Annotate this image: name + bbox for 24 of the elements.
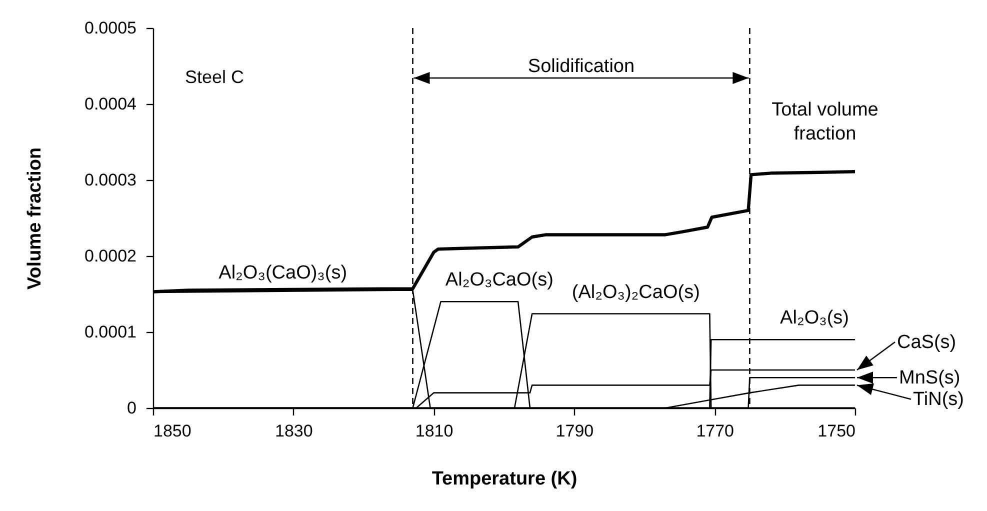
series-label: Al₂O₃CaO(s) [445, 270, 554, 291]
y-tick-label: 0.0002 [84, 246, 136, 266]
y-tick-label: 0.0003 [84, 170, 136, 190]
series-label: Al₂O₃(CaO)₃(s) [218, 262, 348, 284]
y-tick-label: 0.0005 [84, 18, 136, 38]
annotation: Solidification [528, 56, 635, 77]
x-tick-label: 1810 [415, 422, 454, 440]
series-label: Al₂O₃(s) [780, 308, 849, 329]
annotation: Steel C [185, 67, 244, 87]
x-tick-label: 1850 [154, 422, 192, 440]
legend-label: TiN(s) [913, 389, 964, 410]
y-tick-label: 0 [127, 398, 136, 418]
text: CaS(s) [897, 332, 956, 353]
legend-label: MnS(s) [899, 368, 960, 389]
y-axis-title: Volume fraction [24, 147, 46, 290]
x-tick-label: 1750 [818, 422, 856, 440]
x-tick-label: 1830 [274, 422, 313, 440]
series-label: (Al₂O₃)₂CaO(s) [572, 282, 700, 303]
x-tick-label: 1770 [696, 422, 734, 440]
y-tick-label: 0.0001 [84, 322, 136, 342]
y-tick-label: 0.0004 [84, 94, 136, 114]
x-axis-title: Temperature (K) [432, 468, 578, 490]
series-label: Total volume fraction [772, 100, 878, 145]
x-tick-label: 1790 [556, 422, 594, 440]
